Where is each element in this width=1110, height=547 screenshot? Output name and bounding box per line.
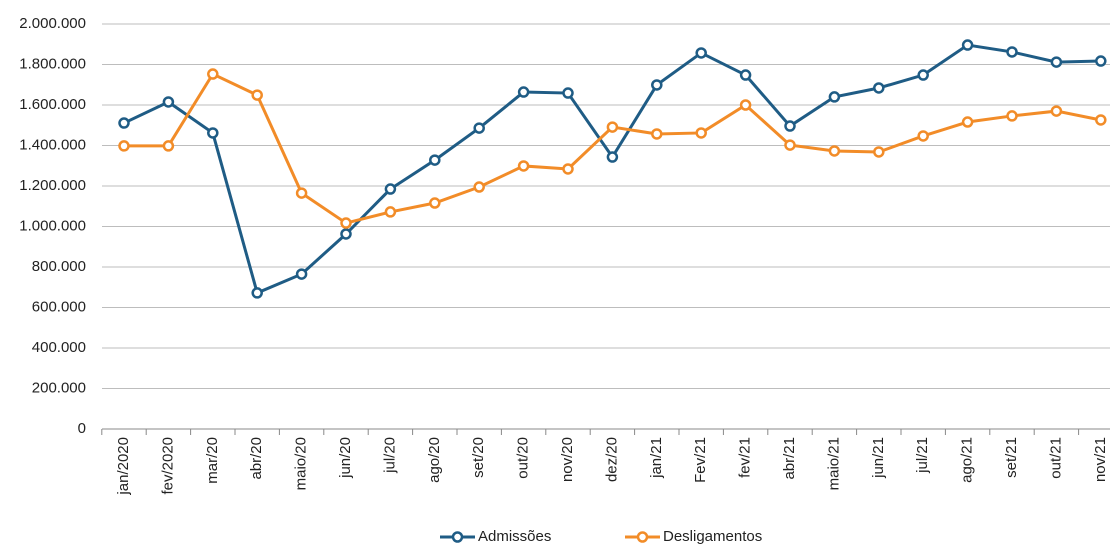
point	[384, 183, 397, 195]
point	[517, 86, 530, 98]
x-tick-label: maio/21	[825, 437, 842, 490]
y-tick-label: 1.400.000	[19, 136, 86, 153]
legend-marker	[636, 531, 649, 543]
legend-label: Admissões	[478, 528, 551, 545]
x-tick-label: maio/20	[293, 437, 310, 490]
x-tick-label: set/21	[1003, 437, 1020, 478]
y-tick-label: 1.800.000	[19, 55, 86, 72]
series-line	[124, 72, 1102, 225]
y-tick-label: 400.000	[32, 339, 86, 356]
point	[1050, 105, 1063, 117]
point	[739, 69, 752, 81]
point	[1006, 110, 1018, 122]
y-tick-label: 2.000.000	[19, 15, 86, 32]
point	[429, 154, 441, 166]
legend-label: Desligamentos	[663, 528, 762, 545]
x-tick-label: fev/2020	[159, 437, 176, 495]
x-tick-label: jul/20	[381, 437, 398, 474]
point	[562, 87, 574, 99]
y-tick-label: 600.000	[32, 298, 86, 315]
x-tick-label: ago/21	[959, 437, 976, 483]
point	[473, 181, 485, 193]
point	[784, 139, 796, 151]
point	[162, 96, 175, 108]
legend-marker	[451, 531, 464, 543]
x-tick-label: set/20	[470, 437, 487, 478]
point	[695, 127, 707, 139]
point	[251, 287, 263, 299]
x-tick-label: out/20	[515, 437, 532, 479]
point	[562, 163, 574, 175]
point	[695, 47, 707, 59]
point	[251, 89, 263, 101]
point	[207, 127, 219, 139]
point	[1006, 46, 1018, 58]
point	[340, 228, 352, 240]
x-tick-label: nov/21	[1092, 437, 1109, 482]
point	[917, 69, 929, 81]
point	[739, 99, 752, 111]
x-tick-label: mar/20	[204, 437, 221, 484]
point	[207, 68, 219, 80]
x-tick-label: jun/20	[337, 437, 354, 479]
x-tick-label: abr/20	[248, 437, 265, 480]
x-tick-label: jan/21	[648, 437, 665, 479]
point	[651, 128, 663, 140]
point	[118, 140, 130, 152]
point	[340, 217, 352, 229]
x-tick-label: dez/20	[603, 437, 620, 482]
point	[473, 122, 485, 134]
y-tick-label: 800.000	[32, 258, 86, 275]
point	[1050, 56, 1063, 68]
y-tick-label: 1.200.000	[19, 177, 86, 194]
point	[828, 91, 841, 103]
point	[429, 197, 441, 209]
point	[873, 82, 885, 94]
x-tick-label: Fev/21	[692, 437, 709, 483]
point	[295, 187, 308, 199]
point	[606, 151, 619, 163]
y-tick-label: 0	[78, 420, 86, 437]
point	[118, 117, 130, 129]
x-tick-label: nov/20	[559, 437, 576, 482]
point	[873, 146, 885, 158]
point	[961, 116, 974, 128]
point	[1095, 55, 1107, 67]
y-tick-label: 1.000.000	[19, 217, 86, 234]
point	[517, 160, 530, 172]
x-tick-label: ago/20	[426, 437, 443, 483]
point	[295, 268, 308, 280]
legend-item: Admissões	[440, 528, 551, 545]
y-tick-label: 1.600.000	[19, 96, 86, 113]
point	[606, 121, 619, 133]
point	[162, 140, 175, 152]
x-tick-label: jan/2020	[115, 437, 132, 496]
x-tick-label: jun/21	[870, 437, 887, 479]
point	[1095, 114, 1107, 126]
x-tick-label: abr/21	[781, 437, 798, 480]
x-tick-label: jul/21	[914, 437, 931, 474]
x-tick-label: fev/21	[737, 437, 754, 478]
series-line	[123, 43, 1101, 295]
point	[784, 120, 796, 132]
x-tick-label: out/21	[1047, 437, 1064, 479]
point	[917, 130, 929, 142]
point	[828, 145, 841, 157]
y-tick-label: 200.000	[32, 379, 86, 396]
point	[961, 39, 974, 51]
legend-item: Desligamentos	[625, 528, 762, 545]
point	[384, 206, 397, 218]
point	[651, 79, 663, 91]
